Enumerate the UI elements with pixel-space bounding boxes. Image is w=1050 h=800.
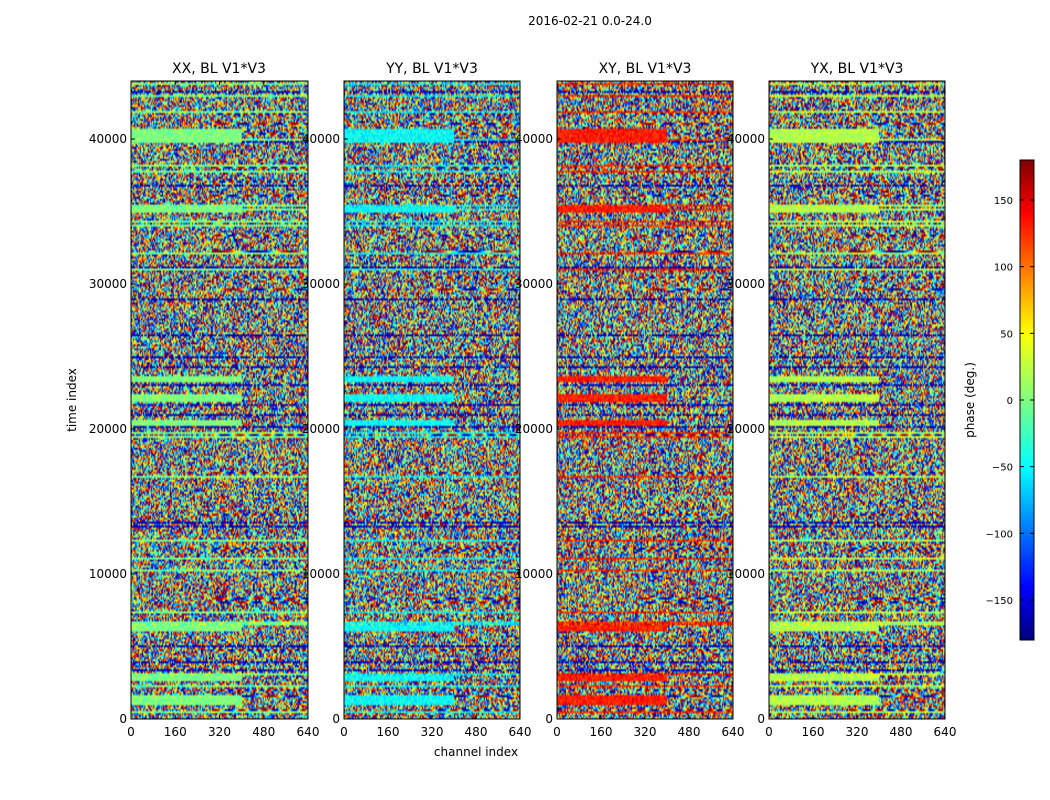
y-tick-label: 40000 [302,132,340,146]
x-axis-ticks: 0 160 320 480 640 [340,81,531,739]
heatmap-image [344,81,520,719]
colorbar-label: phase (deg.) [963,362,977,438]
y-tick-label: 0 [545,712,553,726]
y-tick-label: 40000 [515,132,553,146]
panel-xx: XX, BL V1*V3 0 160 320 480 640 0 10000 20000 30… [65,61,319,739]
x-tick-label: 320 [634,725,657,739]
y-tick-label: 10000 [89,567,127,581]
y-tick-label: 20000 [515,422,553,436]
heatmap-image [557,81,733,719]
figure-suptitle: 2016-02-21 0.0-24.0 [528,14,652,28]
y-tick-label: 40000 [89,132,127,146]
x-tick-label: 320 [208,725,231,739]
y-tick-label: 20000 [89,422,127,436]
y-tick-label: 20000 [302,422,340,436]
y-tick-label: 30000 [89,277,127,291]
y-axis-ticks: 0 10000 20000 30000 40000 [727,132,945,726]
x-axis-ticks: 0 160 320 480 640 [765,81,956,739]
panel-title: XX, BL V1*V3 [172,61,266,77]
x-axis-ticks: 0 160 320 480 640 [127,81,319,739]
x-tick-label: 480 [465,725,488,739]
colorbar-tick-label: 150 [994,196,1013,207]
x-tick-label: 640 [934,725,957,739]
y-axis-ticks: 0 10000 20000 30000 40000 [89,132,308,726]
x-tick-label: 640 [722,725,745,739]
x-axis-label: channel index [434,745,518,759]
y-tick-label: 40000 [727,132,765,146]
colorbar-tick-label: −150 [986,596,1013,607]
y-axis-label: time index [65,368,79,432]
panel-title: XY, BL V1*V3 [599,61,692,77]
colorbar-tick-label: 0 [1007,396,1013,407]
y-tick-label: 10000 [727,567,765,581]
x-tick-label: 640 [297,725,320,739]
colorbar-tick-label: 100 [994,263,1013,274]
x-tick-label: 0 [340,725,348,739]
y-tick-label: 30000 [515,277,553,291]
colorbar: 150 100 50 0 −50 −100 −150 phase (deg.) [963,159,1035,641]
panel-title: YY, BL V1*V3 [385,61,478,77]
x-tick-label: 0 [765,725,773,739]
heatmap-image [131,81,308,719]
x-tick-label: 160 [590,725,613,739]
x-tick-label: 480 [890,725,913,739]
colorbar-tick-label: −50 [992,463,1013,474]
x-tick-label: 320 [846,725,869,739]
colorbar-ticks: 150 100 50 0 −50 −100 −150 [986,196,1034,607]
x-tick-label: 160 [802,725,825,739]
panel-title: YX, BL V1*V3 [810,61,904,77]
colorbar-tick-label: 50 [1000,329,1013,340]
y-tick-label: 10000 [515,567,553,581]
colorbar-tick-label: −100 [986,529,1013,540]
y-tick-label: 0 [757,712,765,726]
y-tick-label: 10000 [302,567,340,581]
y-tick-label: 0 [332,712,340,726]
y-tick-label: 0 [119,712,127,726]
y-tick-label: 30000 [727,277,765,291]
x-tick-label: 0 [127,725,135,739]
x-tick-label: 160 [164,725,187,739]
panel-xy: XY, BL V1*V3 0 160 320 480 640 0 10000 20000 30… [515,61,745,739]
x-tick-label: 480 [252,725,275,739]
x-tick-label: 480 [678,725,701,739]
y-tick-label: 20000 [727,422,765,436]
panel-yy: YY, BL V1*V3 0 160 320 480 640 0 10000 20000 30… [302,61,532,759]
y-axis-ticks: 0 10000 20000 30000 40000 [302,132,520,726]
x-tick-label: 320 [421,725,444,739]
x-axis-ticks: 0 160 320 480 640 [553,81,744,739]
heatmap-image [769,81,945,719]
panel-yx: YX, BL V1*V3 0 160 320 480 640 0 10000 20000 30… [727,61,957,739]
y-axis-ticks: 0 10000 20000 30000 40000 [515,132,733,726]
x-tick-label: 640 [509,725,532,739]
y-tick-label: 30000 [302,277,340,291]
x-tick-label: 0 [553,725,561,739]
x-tick-label: 160 [377,725,400,739]
